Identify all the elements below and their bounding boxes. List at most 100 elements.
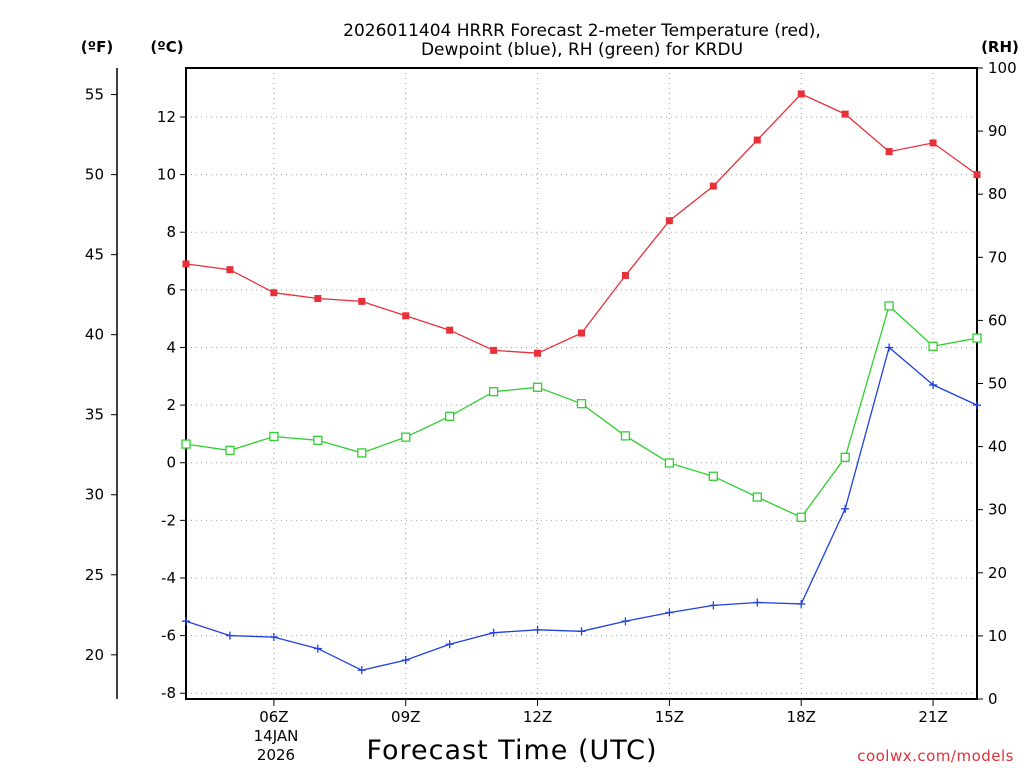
series-relative-humidity (181, 301, 982, 522)
series-line (185, 304, 978, 519)
data-point (181, 439, 191, 449)
rh-tick-label: 60 (988, 311, 1007, 329)
data-point (753, 598, 762, 607)
data-point (972, 333, 982, 343)
celsius-tick-label: 0 (166, 454, 176, 472)
data-series (181, 90, 982, 675)
data-point (796, 512, 806, 522)
data-point (532, 382, 543, 392)
rh-tick-label: 90 (988, 122, 1007, 140)
data-point (752, 492, 762, 502)
data-point (884, 301, 894, 311)
x-tick-label: 21Z (918, 708, 947, 726)
series-line (185, 93, 978, 354)
fahrenheit-tick-label: 50 (85, 166, 104, 184)
data-point (313, 644, 322, 653)
data-point (885, 148, 893, 156)
rh-tick-label: 30 (988, 501, 1007, 519)
rh-tick-label: 70 (988, 248, 1007, 266)
data-point (357, 448, 367, 458)
fahrenheit-tick-label: 35 (85, 406, 104, 424)
data-point (357, 666, 366, 675)
data-point (929, 380, 938, 389)
data-point (621, 271, 629, 279)
rh-tick-label: 40 (988, 438, 1007, 456)
data-point (973, 401, 981, 410)
data-point (270, 289, 278, 297)
data-point (402, 312, 410, 320)
data-point (708, 471, 718, 481)
data-point (401, 656, 410, 665)
celsius-unit-label: (ºC) (150, 38, 183, 56)
data-point (620, 431, 631, 441)
data-point (929, 139, 937, 147)
data-point (709, 601, 718, 610)
data-point (753, 136, 761, 144)
celsius-tick-label: -2 (161, 511, 176, 529)
celsius-tick-label: 12 (157, 108, 176, 126)
fahrenheit-unit-label: (ºF) (81, 38, 113, 56)
fahrenheit-tick-label: 25 (85, 566, 104, 584)
fahrenheit-tick-label: 30 (85, 486, 104, 504)
x-tick-label: 12Z (523, 708, 552, 726)
data-point (709, 182, 717, 190)
celsius-tick-label: -8 (161, 684, 176, 702)
x-tick-label: 09Z (391, 708, 420, 726)
data-point (490, 346, 498, 354)
celsius-tick-label: 2 (166, 396, 176, 414)
data-point (313, 435, 323, 445)
chart-title-line-1: 2026011404 HRRR Forecast 2-meter Tempera… (343, 21, 821, 41)
data-point (885, 343, 894, 352)
data-point (446, 326, 454, 334)
data-point (445, 411, 455, 421)
date-label-year: 2026 (257, 746, 295, 764)
data-point (576, 399, 587, 409)
data-point (401, 432, 411, 442)
plot-frame (185, 67, 978, 700)
x-tick-label: 18Z (787, 708, 816, 726)
data-point (182, 260, 190, 268)
celsius-tick-label: 6 (166, 281, 176, 299)
data-point (534, 349, 542, 357)
rh-tick-label: 80 (988, 185, 1007, 203)
data-point (314, 295, 322, 303)
rh-tick-label: 10 (988, 627, 1007, 645)
data-point (182, 617, 190, 626)
data-point (225, 445, 235, 456)
data-point (269, 633, 278, 642)
series-2-meter-temperature (182, 90, 981, 357)
chart-title-line-2: Dewpoint (blue), RH (green) for KRDU (421, 40, 743, 60)
fahrenheit-tick-label: 55 (85, 86, 104, 104)
data-point (621, 617, 630, 626)
fahrenheit-tick-label: 40 (85, 326, 104, 344)
data-point (841, 110, 849, 118)
rh-tick-label: 50 (988, 375, 1007, 393)
data-point (665, 608, 674, 617)
rh-unit-label: (RH) (981, 38, 1019, 56)
data-point (797, 90, 805, 98)
data-point (488, 387, 499, 397)
data-point (578, 329, 585, 337)
data-point (928, 341, 938, 351)
x-tick-label: 06Z (259, 708, 288, 726)
data-point (226, 266, 234, 274)
fahrenheit-tick-label: 45 (85, 246, 104, 264)
data-point (358, 297, 366, 305)
celsius-tick-label: 8 (166, 223, 176, 241)
x-axis-title: Forecast Time (UTC) (366, 735, 657, 766)
data-point (841, 504, 850, 513)
series-dewpoint (182, 343, 981, 675)
data-point (840, 452, 850, 462)
date-label-day: 14JAN (254, 727, 299, 745)
data-point (269, 431, 279, 442)
celsius-tick-label: -4 (161, 569, 176, 587)
x-tick-label: 15Z (655, 708, 684, 726)
data-point (664, 458, 675, 468)
series-line (185, 346, 978, 671)
celsius-tick-label: 10 (157, 166, 176, 184)
data-point (665, 217, 673, 225)
rh-tick-label: 0 (988, 690, 998, 708)
axes: 06Z 09Z 12Z 15Z 18Z 21Z -8 -6 -4 -2 0 2 4 6 8 10 12 20 25 3… (85, 59, 1017, 726)
celsius-tick-label: -6 (161, 627, 176, 645)
